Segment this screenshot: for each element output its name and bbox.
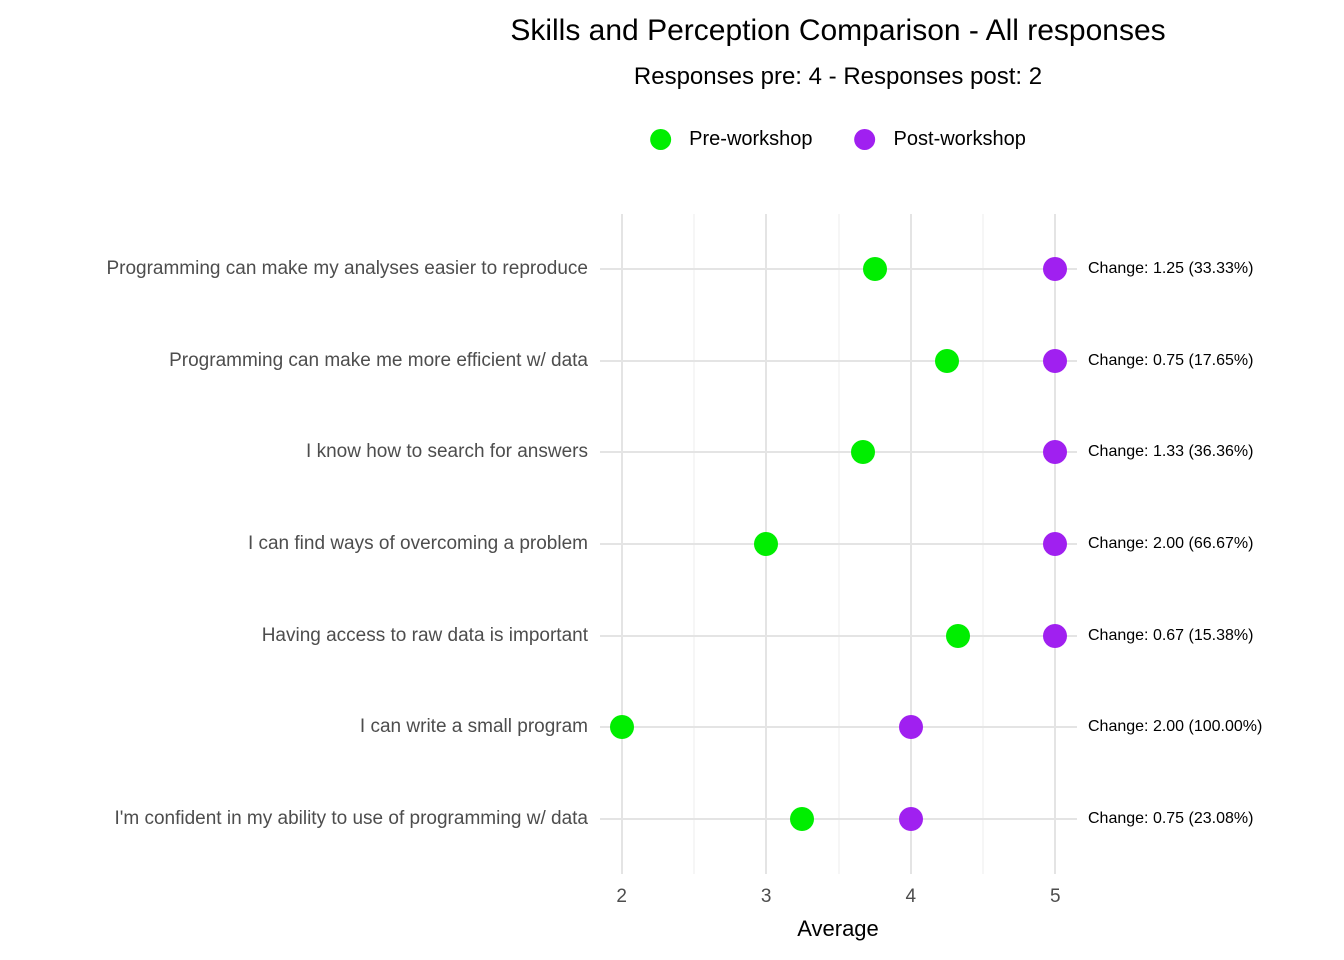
gridline-row bbox=[600, 268, 1077, 270]
chart-subtitle: Responses pre: 4 - Responses post: 2 bbox=[633, 63, 1043, 90]
category-label: Programming can make my analyses easier … bbox=[106, 258, 588, 279]
legend-swatch-post-workshop bbox=[854, 129, 876, 150]
legend-label: Pre-workshop bbox=[689, 128, 813, 150]
change-annotation: Change: 0.67 (15.38%) bbox=[1088, 626, 1254, 644]
legend-item: Post-workshop bbox=[854, 128, 1026, 151]
dot-post-workshop bbox=[1043, 348, 1068, 373]
x-axis-title: Average bbox=[797, 916, 879, 941]
legend-item: Pre-workshop bbox=[650, 128, 813, 151]
dot-pre-workshop bbox=[790, 807, 815, 831]
dot-pre-workshop bbox=[946, 623, 971, 648]
legend-swatch-pre-workshop bbox=[650, 129, 672, 150]
x-tick-label: 4 bbox=[905, 886, 917, 907]
dot-pre-workshop bbox=[609, 715, 634, 740]
dot-post-workshop bbox=[1043, 257, 1068, 281]
gridline-row bbox=[600, 359, 1077, 362]
dot-post-workshop bbox=[1043, 532, 1068, 556]
change-annotation: Change: 2.00 (100.00%) bbox=[1088, 718, 1263, 736]
legend: Pre-workshop Post-workshop bbox=[650, 128, 1026, 151]
category-label: Programming can make me more efficient w… bbox=[169, 349, 588, 371]
gridline-row bbox=[600, 634, 1077, 637]
category-label: I know how to search for answers bbox=[306, 441, 588, 463]
category-label: I'm confident in my ability to use of pr… bbox=[114, 808, 588, 829]
dot-pre-workshop bbox=[754, 532, 779, 556]
x-tick-label: 3 bbox=[760, 886, 772, 907]
x-tick-label: 2 bbox=[616, 886, 627, 907]
change-annotation: Change: 0.75 (17.65%) bbox=[1088, 351, 1254, 369]
category-label: Having access to raw data is important bbox=[261, 624, 588, 646]
chart-title: Skills and Perception Comparison - All r… bbox=[510, 14, 1166, 47]
change-annotation: Change: 1.25 (33.33%) bbox=[1088, 260, 1254, 277]
dot-pre-workshop bbox=[851, 440, 876, 465]
x-tick-label: 5 bbox=[1050, 886, 1061, 907]
gridline-row bbox=[600, 818, 1077, 820]
dot-pre-workshop bbox=[934, 348, 959, 373]
change-annotation: Change: 0.75 (23.08%) bbox=[1088, 810, 1254, 827]
change-annotation: Change: 2.00 (66.67%) bbox=[1088, 535, 1254, 552]
gridline-row bbox=[600, 451, 1077, 454]
change-annotation: Change: 1.33 (36.36%) bbox=[1088, 443, 1254, 461]
plot-panel bbox=[600, 214, 1077, 874]
dot-post-workshop bbox=[1043, 623, 1068, 648]
gridline-row bbox=[600, 543, 1077, 545]
dot-post-workshop bbox=[898, 715, 923, 740]
dot-post-workshop bbox=[898, 807, 923, 831]
gridline-row bbox=[600, 726, 1077, 729]
category-label: I can find ways of overcoming a problem bbox=[247, 533, 588, 554]
legend-label: Post-workshop bbox=[893, 128, 1026, 150]
dot-post-workshop bbox=[1043, 440, 1068, 465]
dot-pre-workshop bbox=[862, 257, 887, 281]
category-label: I can write a small program bbox=[359, 716, 588, 738]
